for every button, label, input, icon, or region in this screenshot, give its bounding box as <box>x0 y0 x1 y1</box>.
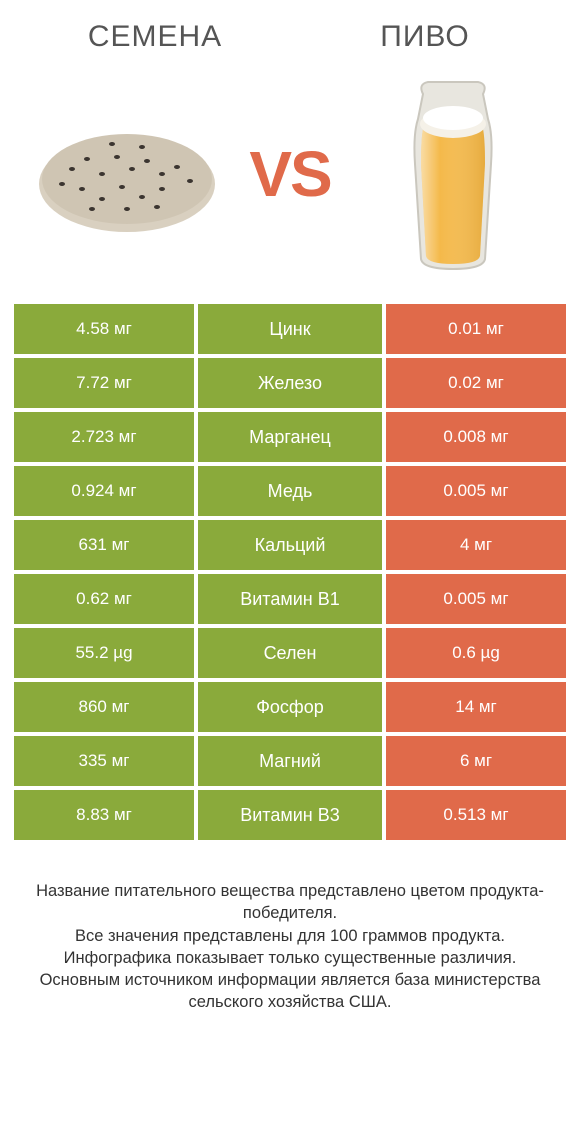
beer-icon <box>393 74 513 274</box>
right-value-cell: 14 мг <box>386 682 566 732</box>
table-row: 55.2 µgСелен0.6 µg <box>14 628 566 678</box>
right-value-cell: 0.005 мг <box>386 466 566 516</box>
left-value-cell: 55.2 µg <box>14 628 194 678</box>
vs-text: VS <box>243 137 336 211</box>
nutrient-name-cell: Магний <box>198 736 382 786</box>
right-product-title: ПИВО <box>290 20 560 54</box>
left-value-cell: 631 мг <box>14 520 194 570</box>
nutrient-name-cell: Кальций <box>198 520 382 570</box>
left-value-cell: 860 мг <box>14 682 194 732</box>
table-row: 2.723 мгМарганец0.008 мг <box>14 412 566 462</box>
nutrient-name-cell: Селен <box>198 628 382 678</box>
seeds-icon <box>32 109 222 239</box>
nutrient-name-cell: Цинк <box>198 304 382 354</box>
right-value-cell: 4 мг <box>386 520 566 570</box>
right-value-cell: 0.513 мг <box>386 790 566 840</box>
right-value-cell: 0.008 мг <box>386 412 566 462</box>
table-row: 7.72 мгЖелезо0.02 мг <box>14 358 566 408</box>
left-value-cell: 2.723 мг <box>14 412 194 462</box>
table-row: 4.58 мгЦинк0.01 мг <box>14 304 566 354</box>
left-value-cell: 0.924 мг <box>14 466 194 516</box>
right-value-cell: 0.005 мг <box>386 574 566 624</box>
nutrient-name-cell: Фосфор <box>198 682 382 732</box>
left-product-title: СЕМЕНА <box>20 20 290 54</box>
table-row: 0.924 мгМедь0.005 мг <box>14 466 566 516</box>
nutrition-table: 4.58 мгЦинк0.01 мг7.72 мгЖелезо0.02 мг2.… <box>0 304 580 840</box>
beer-image <box>347 74 560 274</box>
right-value-cell: 0.02 мг <box>386 358 566 408</box>
footnote-text: Название питательного вещества представл… <box>0 840 580 1014</box>
table-row: 631 мгКальций4 мг <box>14 520 566 570</box>
left-value-cell: 0.62 мг <box>14 574 194 624</box>
left-value-cell: 335 мг <box>14 736 194 786</box>
table-row: 8.83 мгВитамин B30.513 мг <box>14 790 566 840</box>
table-row: 0.62 мгВитамин B10.005 мг <box>14 574 566 624</box>
table-row: 335 мгМагний6 мг <box>14 736 566 786</box>
nutrient-name-cell: Марганец <box>198 412 382 462</box>
left-value-cell: 4.58 мг <box>14 304 194 354</box>
right-value-cell: 0.01 мг <box>386 304 566 354</box>
nutrient-name-cell: Витамин B3 <box>198 790 382 840</box>
left-value-cell: 7.72 мг <box>14 358 194 408</box>
left-value-cell: 8.83 мг <box>14 790 194 840</box>
table-row: 860 мгФосфор14 мг <box>14 682 566 732</box>
images-row: VS <box>0 64 580 304</box>
seeds-image <box>20 109 233 239</box>
nutrient-name-cell: Медь <box>198 466 382 516</box>
nutrient-name-cell: Витамин B1 <box>198 574 382 624</box>
header-row: СЕМЕНА ПИВО <box>0 0 580 64</box>
right-value-cell: 6 мг <box>386 736 566 786</box>
right-value-cell: 0.6 µg <box>386 628 566 678</box>
nutrient-name-cell: Железо <box>198 358 382 408</box>
